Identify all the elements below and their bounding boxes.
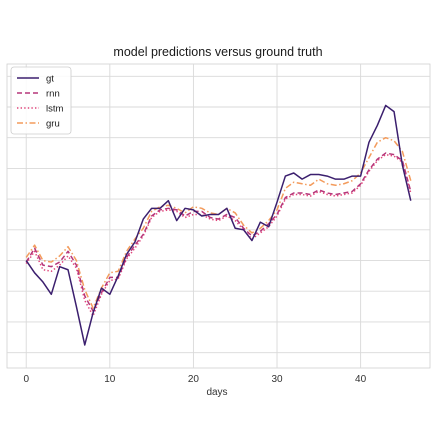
chart-title: model predictions versus ground truth (113, 45, 322, 59)
x-tick-label: 10 (104, 374, 116, 385)
legend-box (10, 66, 72, 135)
x-tick-label: 0 (23, 374, 29, 385)
x-tick-label: 30 (271, 374, 283, 385)
series-line-rnn (25, 152, 412, 312)
grid (6, 63, 431, 369)
legend-label-rnn: rnn (46, 89, 60, 100)
series-line-gt (25, 104, 412, 346)
legend: gt rnn lstm gru (10, 66, 72, 135)
x-tick-label: 20 (188, 374, 200, 385)
x-tick-labels: 0 10 20 30 40 (23, 374, 366, 385)
series-lines (25, 104, 412, 346)
legend-label-lstm: lstm (46, 104, 64, 115)
legend-label-gru: gru (46, 119, 60, 130)
plot-area (6, 63, 431, 369)
x-tick-label: 40 (355, 374, 367, 385)
legend-label-gt: gt (46, 74, 54, 85)
series-line-lstm (25, 153, 412, 317)
series-line-gru (25, 136, 412, 309)
x-axis-label: days (206, 387, 227, 398)
